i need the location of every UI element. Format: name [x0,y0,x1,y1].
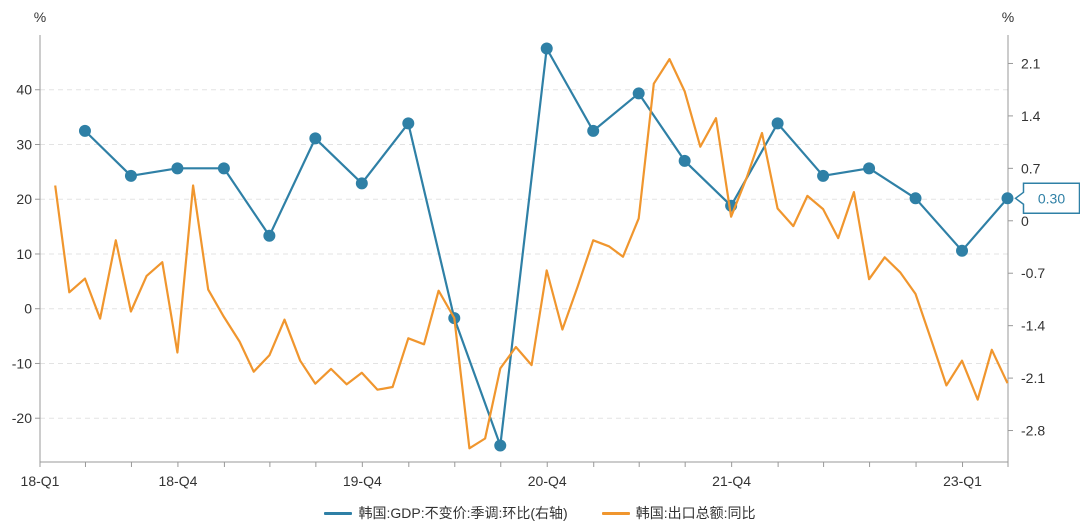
data-point-gdp [909,192,922,205]
series-layer [54,42,1014,452]
y-right-tick-label: -2.1 [1021,370,1045,386]
data-point-gdp [494,439,507,452]
data-point-gdp [678,154,691,167]
annotation-layer: 0.30 [1014,182,1080,215]
x-tick-label: 19-Q4 [343,473,382,489]
y-left-tick-label: 30 [16,136,32,152]
legend-item-gdp[interactable]: 韩国:GDP:不变价:季调:环比(右轴) [324,503,568,523]
y-left-tick-label: -10 [12,355,32,371]
legend-swatch-exports [601,511,630,515]
y-right-tick-label: 0.7 [1021,160,1041,176]
legend-swatch-gdp [324,511,353,515]
y-right-tick-label: -0.7 [1021,265,1045,281]
last-value-callout: 0.30 [1014,182,1080,215]
callout-box [1014,182,1080,215]
data-point-gdp [402,117,415,130]
data-point-gdp [540,42,553,55]
data-point-gdp [632,87,645,100]
data-point-gdp [309,132,322,145]
legend-label-exports: 韩国:出口总额:同比 [635,505,756,521]
data-point-gdp [771,117,784,130]
data-point-gdp [355,177,368,190]
y-left-tick-label: 0 [24,301,32,317]
data-point-gdp [124,169,137,182]
x-tick-label: 21-Q4 [712,473,751,489]
y-right-tick-label: 0 [1021,213,1029,229]
x-tick-label: 18-Q1 [21,473,60,489]
data-point-gdp [863,162,876,175]
data-point-gdp [263,229,276,242]
legend-label-gdp: 韩国:GDP:不变价:季调:环比(右轴) [358,505,568,521]
series-line-gdp [84,47,1009,447]
y-right-tick-label: -2.8 [1021,423,1045,439]
y-left-tick-label: 20 [16,191,32,207]
data-point-gdp [1001,192,1014,205]
x-tick-label: 20-Q4 [528,473,567,489]
data-point-gdp [956,244,969,257]
y-right-tick-label: 2.1 [1021,55,1041,71]
legend-item-exports[interactable]: 韩国:出口总额:同比 [601,503,756,523]
data-point-gdp [78,124,91,137]
y-left-tick-label: 10 [16,246,32,262]
axes-layer: 40 30 20 10 0 -10 -20 2.1 1.4 0.7 0 -0.7 -1.4 -2.1 -2.… [12,9,1046,489]
series-line-exports [54,58,1009,450]
data-point-gdp [217,162,230,175]
y-left-unit: % [34,9,46,25]
y-right-tick-label: 1.4 [1021,108,1041,124]
data-point-gdp [587,124,600,137]
x-tick-label: 23-Q1 [943,473,982,489]
y-left-tick-label: -20 [12,410,32,426]
y-right-tick-label: -1.4 [1021,318,1045,334]
x-tick-label: 18-Q4 [158,473,197,489]
y-left-tick-label: 40 [16,82,32,98]
data-point-gdp [817,169,830,182]
grid-layer [40,89,1008,419]
legend: 韩国:GDP:不变价:季调:环比(右轴) 韩国:出口总额:同比 [0,503,1080,523]
y-right-unit: % [1002,9,1014,25]
data-point-gdp [171,162,184,175]
callout-value: 0.30 [1038,190,1065,206]
